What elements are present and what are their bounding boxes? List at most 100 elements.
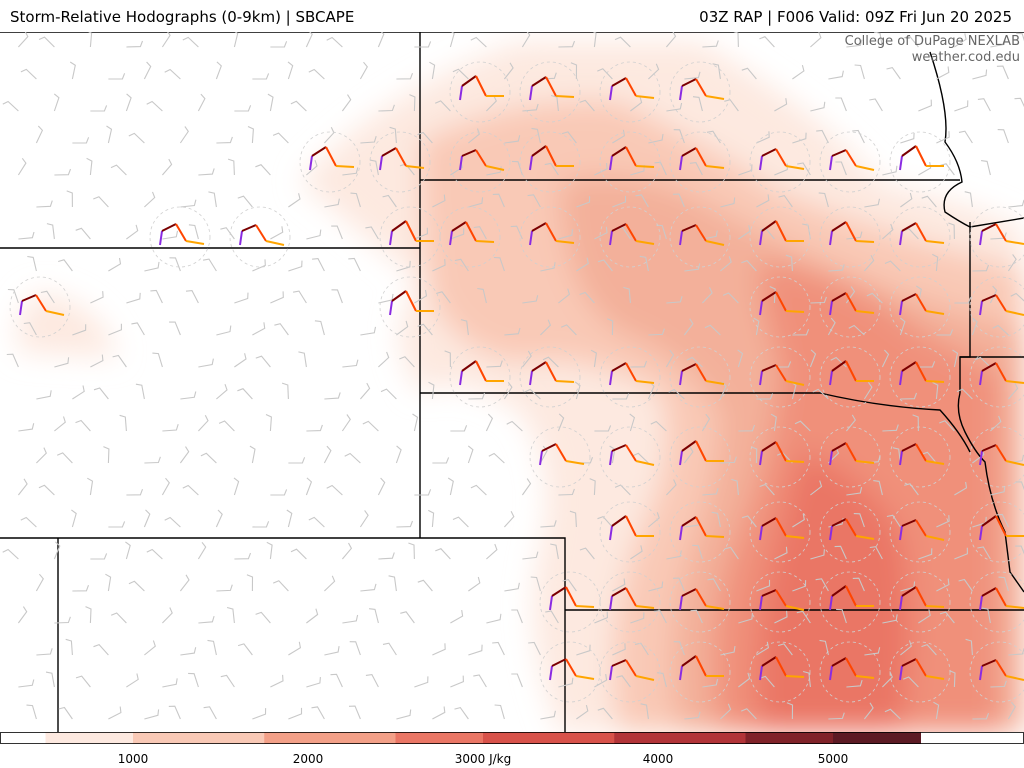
wind-barb xyxy=(756,131,770,144)
hodograph-segment xyxy=(995,659,1007,677)
wind-barb xyxy=(227,158,235,176)
hodograph-segment xyxy=(979,230,983,246)
wind-barb xyxy=(540,262,556,272)
wind-barb xyxy=(6,353,19,368)
wind-barb xyxy=(202,258,217,272)
hodograph-segment xyxy=(681,440,697,452)
hodograph-segment xyxy=(565,460,585,465)
wind-barb xyxy=(590,349,597,368)
wind-barb xyxy=(369,159,379,176)
hodograph-segment xyxy=(915,293,927,312)
colorbar-segment xyxy=(483,732,528,744)
wind-barb xyxy=(504,135,521,144)
hodograph-segment xyxy=(695,363,707,382)
wind-barb xyxy=(36,390,52,400)
wind-barb xyxy=(203,706,217,720)
wind-barb xyxy=(1008,199,1024,208)
hodograph-segment xyxy=(461,149,477,157)
wind-barb xyxy=(972,713,990,720)
wind-barb xyxy=(992,324,1009,336)
wind-barb xyxy=(712,63,721,80)
wind-barb xyxy=(234,105,252,112)
hodograph-segment xyxy=(391,220,407,232)
hodograph-ring xyxy=(599,61,661,123)
wind-barb xyxy=(594,226,608,240)
wind-barb xyxy=(952,349,959,368)
hodograph-segment xyxy=(529,230,533,246)
wind-barb xyxy=(654,161,667,176)
wind-barb xyxy=(921,451,937,464)
wind-barb xyxy=(150,289,163,304)
hodograph-ring xyxy=(669,501,731,563)
wind-barb xyxy=(35,573,44,592)
wind-barb xyxy=(1007,254,1017,272)
hodograph-segment xyxy=(899,450,903,466)
wind-barb xyxy=(954,547,968,560)
hodograph-segment xyxy=(389,300,393,316)
wind-barb xyxy=(298,351,307,368)
wind-barb xyxy=(900,640,912,656)
wind-barb xyxy=(308,516,325,528)
wind-barb xyxy=(414,227,428,240)
hodograph-segment xyxy=(899,230,903,246)
wind-barb xyxy=(835,97,847,112)
wind-barb xyxy=(485,413,494,432)
wind-barb xyxy=(36,200,53,208)
wind-barb xyxy=(108,73,126,80)
wind-barb xyxy=(290,548,307,560)
hodograph-segment xyxy=(695,440,707,462)
wind-barb xyxy=(846,39,863,48)
wind-barb xyxy=(180,199,197,208)
credit-text: College of DuPage NEXLAB xyxy=(844,34,1020,49)
wind-barb xyxy=(666,479,677,496)
hodograph-segment xyxy=(611,587,627,597)
hodograph-segment xyxy=(759,525,763,541)
hodograph-segment xyxy=(759,665,763,681)
wind-barb xyxy=(1007,382,1019,400)
wind-barb xyxy=(72,385,85,400)
wind-barb xyxy=(702,487,719,496)
wind-barb xyxy=(467,445,474,464)
wind-barb xyxy=(589,478,596,496)
hodograph-segment xyxy=(979,595,983,611)
wind-barb xyxy=(255,164,271,176)
wind-barb xyxy=(828,447,840,464)
wind-barb xyxy=(786,702,794,720)
hodograph-segment xyxy=(611,515,627,527)
hodograph-segment xyxy=(625,223,637,242)
wind-barb xyxy=(126,673,139,688)
hodograph-segment xyxy=(611,444,627,452)
hodograph-segment xyxy=(925,380,945,383)
wind-barb xyxy=(473,226,487,240)
wind-barb xyxy=(161,32,171,48)
hodograph-segment xyxy=(609,155,613,171)
colorbar-segment xyxy=(45,732,90,744)
wind-barb xyxy=(648,328,665,336)
wind-barb xyxy=(75,675,91,688)
wind-barb xyxy=(144,191,156,208)
wind-barb xyxy=(672,577,685,592)
wind-barb xyxy=(18,231,35,240)
wind-barb xyxy=(904,483,919,496)
hodograph-segment xyxy=(45,310,65,316)
wind-barb xyxy=(128,580,145,592)
hodograph-ring xyxy=(819,276,881,338)
wind-barb xyxy=(144,456,161,464)
wind-barb xyxy=(815,578,829,592)
wind-barb xyxy=(958,578,973,592)
wind-barb xyxy=(954,297,972,304)
hodograph-segment xyxy=(681,655,697,667)
wind-barb xyxy=(493,256,505,272)
wind-barb xyxy=(750,446,758,464)
wind-barb xyxy=(701,413,711,432)
wind-barb xyxy=(892,447,901,464)
wind-barb xyxy=(592,32,597,48)
wind-barb xyxy=(810,480,823,496)
hodograph-segment xyxy=(609,230,613,246)
hodograph-segment xyxy=(899,525,903,541)
wind-barb xyxy=(414,676,429,688)
hodograph-ring xyxy=(519,131,581,193)
wind-barb xyxy=(432,259,446,272)
hodograph-ring xyxy=(669,426,731,488)
wind-barb xyxy=(918,361,936,368)
